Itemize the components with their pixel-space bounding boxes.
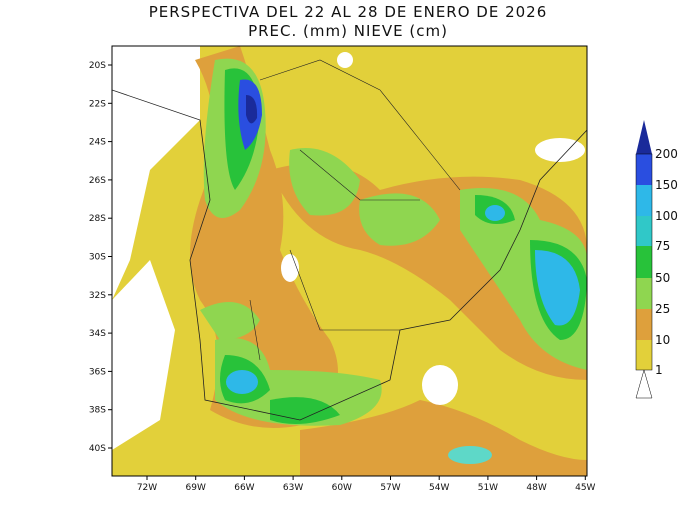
subtitle: PREC. (mm) NIEVE (cm) <box>248 22 448 40</box>
legend-label: 25 <box>655 302 670 316</box>
lat-label: 26S <box>89 176 106 186</box>
precip-field <box>112 46 587 476</box>
title: PERSPECTIVA DEL 22 AL 28 DE ENERO DE 202… <box>149 3 548 21</box>
colorbar <box>635 120 653 399</box>
lat-label: 32S <box>89 291 106 301</box>
legend-label: 1 <box>655 363 663 377</box>
legend-label: 100 <box>655 209 678 223</box>
lat-label: 34S <box>89 329 106 339</box>
lat-label: 30S <box>89 253 106 263</box>
lat-label: 38S <box>89 406 106 416</box>
legend-label: 50 <box>655 271 670 285</box>
legend-label: 150 <box>655 178 678 192</box>
lon-label: 48W <box>526 483 546 493</box>
lon-label: 51W <box>478 483 498 493</box>
legend-label: 75 <box>655 239 670 253</box>
lat-label: 22S <box>89 99 106 109</box>
lat-label: 28S <box>89 214 106 224</box>
lon-label: 54W <box>429 483 449 493</box>
legend-label: 200 <box>655 147 678 161</box>
lon-label: 72W <box>137 483 157 493</box>
lat-label: 36S <box>89 367 106 377</box>
legend-label: 10 <box>655 333 670 347</box>
lon-label: 69W <box>186 483 206 493</box>
map-frame <box>111 45 588 477</box>
lon-label: 66W <box>234 483 254 493</box>
lon-label: 45W <box>575 483 595 493</box>
lat-label: 20S <box>89 61 106 71</box>
lon-label: 63W <box>283 483 303 493</box>
lon-label: 60W <box>332 483 352 493</box>
lat-label: 24S <box>89 138 106 148</box>
lon-label: 57W <box>380 483 400 493</box>
lat-label: 40S <box>89 444 106 454</box>
